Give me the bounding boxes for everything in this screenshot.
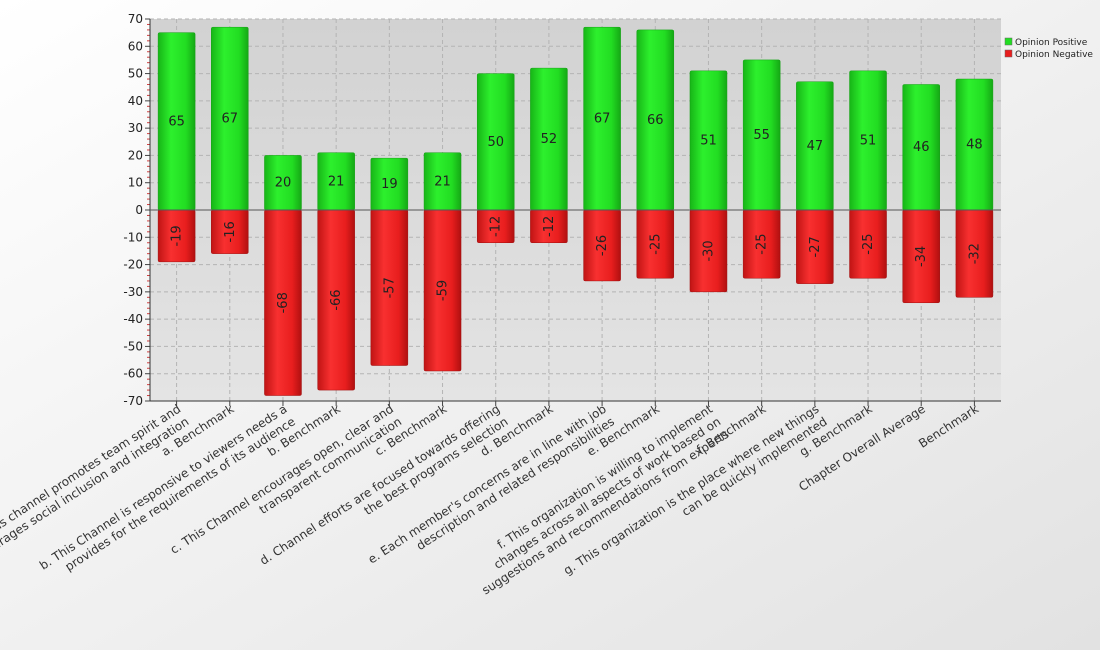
data-label-positive: 66: [647, 113, 664, 128]
data-label-negative: -66: [329, 289, 344, 310]
data-label-negative: -25: [648, 233, 663, 254]
data-label-negative: -16: [223, 221, 238, 242]
y-tick-label: -50: [123, 339, 143, 353]
data-label-positive: 52: [541, 132, 558, 147]
data-label-negative: -12: [542, 216, 557, 237]
data-label-negative: -68: [276, 292, 291, 313]
data-label-positive: 47: [807, 139, 824, 154]
data-label-positive: 51: [860, 133, 877, 148]
data-label-positive: 67: [222, 112, 239, 127]
y-tick-label: 20: [128, 148, 143, 162]
y-tick-label: 40: [128, 94, 143, 108]
data-label-positive: 51: [700, 133, 717, 148]
legend-label: Opinion Negative: [1015, 50, 1093, 60]
data-label-positive: 50: [487, 135, 504, 150]
data-label-positive: 48: [966, 138, 983, 153]
y-tick-label: -40: [123, 312, 143, 326]
data-label-negative: -19: [170, 225, 185, 246]
data-label-negative: -26: [595, 235, 610, 256]
y-tick-label: 0: [135, 203, 143, 217]
data-label-negative: -59: [436, 280, 451, 301]
y-tick-label: -30: [123, 285, 143, 299]
data-label-negative: -12: [489, 216, 504, 237]
y-tick-label: -10: [123, 230, 143, 244]
y-tick-label: 60: [128, 39, 143, 53]
data-label-positive: 19: [381, 177, 398, 192]
data-label-positive: 65: [168, 114, 185, 129]
legend-swatch: [1004, 49, 1013, 58]
data-label-negative: -32: [967, 243, 982, 264]
y-tick-label: 30: [128, 121, 143, 135]
legend-label: Opinion Positive: [1015, 38, 1088, 48]
y-tick-label: -60: [123, 367, 143, 381]
data-label-negative: -25: [755, 233, 770, 254]
y-tick-label: 10: [128, 176, 143, 190]
data-label-negative: -27: [808, 236, 823, 257]
y-tick-label: 50: [128, 67, 143, 81]
data-label-negative: -57: [382, 277, 397, 298]
data-label-positive: 67: [594, 112, 611, 127]
legend-swatch: [1004, 37, 1013, 46]
data-label-positive: 46: [913, 140, 930, 155]
data-label-positive: 20: [275, 176, 292, 191]
data-label-negative: -25: [861, 233, 876, 254]
y-tick-label: 70: [128, 12, 143, 26]
y-tick-label: -70: [123, 394, 143, 408]
data-label-positive: 21: [328, 174, 345, 189]
data-label-positive: 21: [434, 174, 451, 189]
data-label-positive: 55: [753, 128, 770, 143]
data-label-negative: -30: [701, 240, 716, 261]
y-tick-label: -20: [123, 258, 143, 272]
data-label-negative: -34: [914, 246, 929, 267]
